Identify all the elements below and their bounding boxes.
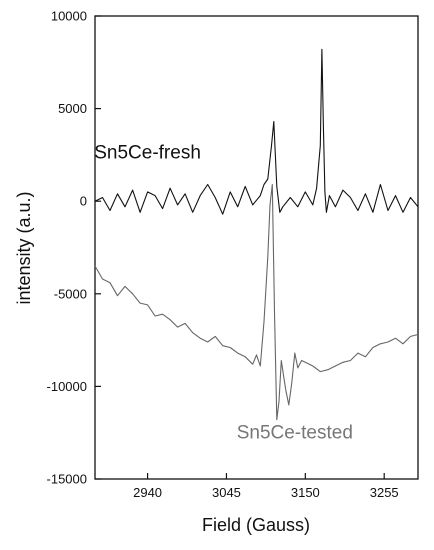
y-tick-label: -15000	[47, 472, 87, 487]
series-line-0	[94, 48, 419, 215]
series-line-1	[94, 183, 419, 421]
plot-area-border	[94, 15, 419, 480]
x-axis-title: Field (Gauss)	[202, 515, 310, 535]
y-tick-label: -10000	[47, 379, 87, 394]
series-label: Sn5Ce-fresh	[94, 143, 201, 164]
annotation-layer: Sn5Ce-fresh Sn5Ce-tested	[94, 143, 353, 444]
y-axis: 10000 5000 0 -5000 -10000 -15000	[47, 9, 101, 487]
x-tick-label: 3045	[212, 485, 241, 500]
x-tick-label: 2940	[133, 485, 162, 500]
x-tick-label: 3255	[370, 485, 399, 500]
y-tick-label: 0	[80, 194, 87, 209]
x-axis: 2940 3045 3150 3255	[133, 473, 399, 500]
y-tick-label: -5000	[54, 286, 87, 301]
series-layer	[94, 48, 419, 421]
series-label: Sn5Ce-tested	[237, 422, 353, 443]
y-tick-label: 5000	[58, 101, 87, 116]
plot-frame	[94, 15, 419, 480]
x-tick-label: 3150	[291, 485, 320, 500]
y-axis-title: intensity (a.u.)	[14, 191, 34, 304]
y-tick-label: 10000	[51, 9, 87, 24]
